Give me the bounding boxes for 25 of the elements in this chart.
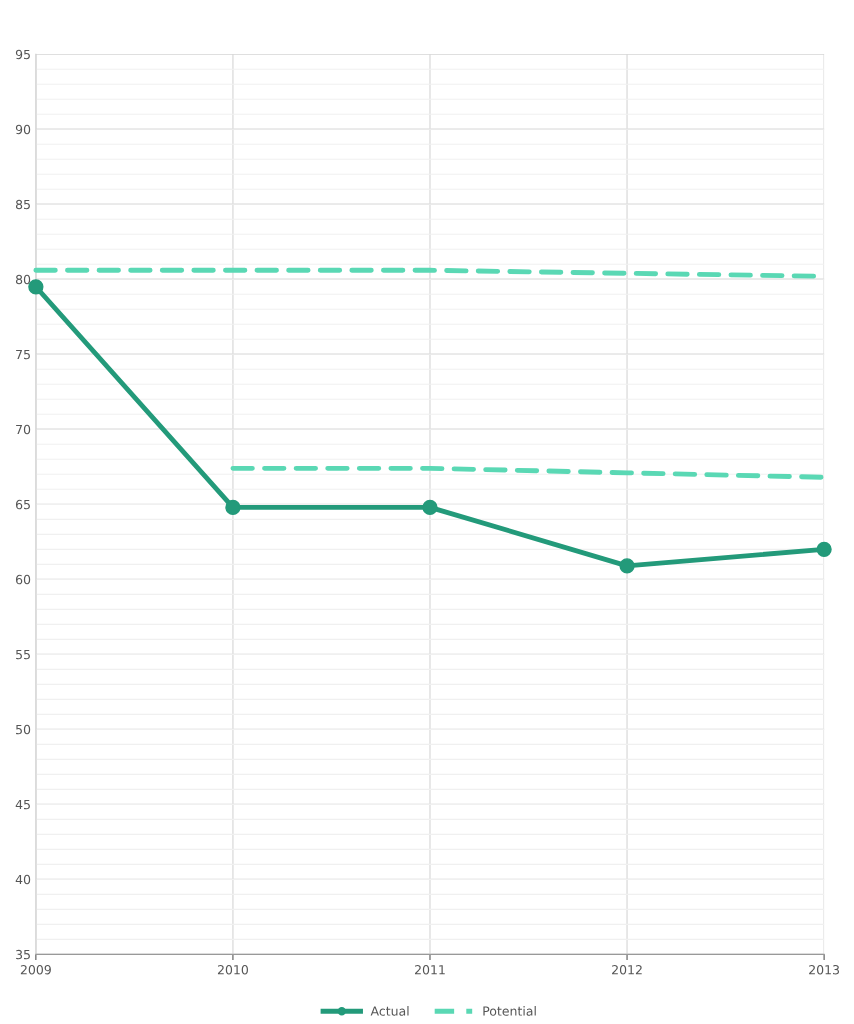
y-tick-label: 60 bbox=[15, 574, 31, 585]
y-tick-label: 55 bbox=[16, 649, 30, 660]
y-tick-label: 35 bbox=[16, 949, 30, 960]
x-tick-label: 2012 bbox=[612, 965, 642, 975]
point bbox=[816, 541, 832, 557]
x-tick-label: 2009 bbox=[20, 965, 51, 975]
point bbox=[422, 499, 438, 515]
legend-label: Potential bbox=[483, 1006, 536, 1016]
y-tick-label: 40 bbox=[15, 874, 31, 885]
legend-label: Actual bbox=[370, 1006, 409, 1016]
y-tick-label: 95 bbox=[15, 49, 30, 60]
y-tick-label: 50 bbox=[16, 724, 31, 735]
x-tick-label: 2011 bbox=[415, 965, 445, 975]
y-tick-label: 65 bbox=[15, 499, 30, 510]
y-tick-label: 45 bbox=[15, 799, 30, 810]
y-tick-label: 70 bbox=[16, 424, 31, 435]
point bbox=[619, 558, 635, 574]
y-tick-label: 90 bbox=[15, 124, 31, 135]
y-tick-label: 80 bbox=[15, 274, 31, 285]
y-tick-label: 85 bbox=[15, 199, 30, 210]
y-tick-label: 75 bbox=[16, 349, 30, 360]
x-tick-label: 2013 bbox=[809, 965, 840, 975]
x-tick-label: 2010 bbox=[217, 965, 248, 975]
point bbox=[225, 499, 241, 515]
point bbox=[28, 279, 44, 295]
